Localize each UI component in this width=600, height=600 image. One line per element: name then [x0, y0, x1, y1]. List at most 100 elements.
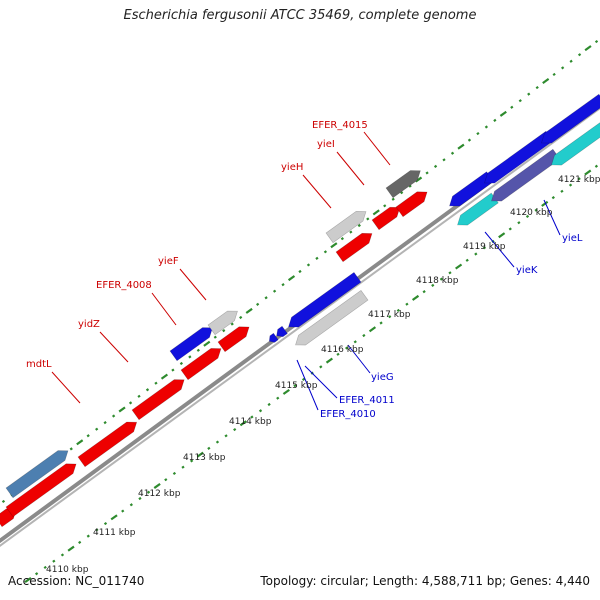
- gene-track: [0, 93, 600, 528]
- accession-label: Accession: NC_011740: [8, 574, 145, 588]
- inner-tick: [353, 340, 357, 344]
- outer-tick: [577, 53, 582, 57]
- outer-tick: [103, 421, 107, 425]
- leader-line: [347, 344, 371, 374]
- scale-label: 4115 kbp: [275, 381, 318, 391]
- outer-tick: [400, 191, 404, 195]
- outer-tick: [245, 307, 253, 314]
- scale-label: 4111 kbp: [93, 528, 136, 538]
- gene-arrow: [457, 192, 499, 226]
- outer-tick: [239, 315, 243, 320]
- outer-tick: [179, 361, 184, 366]
- gene-label: yidZ: [78, 319, 100, 330]
- outer-tick: [510, 105, 514, 109]
- outer-tick: [76, 439, 84, 446]
- inner-tick: [405, 302, 409, 306]
- outer-tick: [1, 499, 6, 504]
- outer-tick: [222, 329, 226, 333]
- scale-labels: 4110 kbp 4111 kbp 4112 kbp 4113 kbp 4114 kbp…: [46, 175, 600, 575]
- scale-label: 4117 kbp: [368, 310, 411, 320]
- outer-tick: [542, 77, 550, 84]
- inner-tick: [293, 384, 297, 388]
- inner-tick: [78, 540, 82, 544]
- gene-arrow: [551, 122, 600, 166]
- gene-label: mdtL: [26, 359, 52, 370]
- inner-tick: [455, 263, 463, 270]
- inner-tick: [121, 509, 125, 513]
- outer-tick: [256, 302, 260, 306]
- outer-tick: [118, 406, 126, 413]
- outer-tick: [287, 275, 296, 282]
- outer-tick: [298, 269, 302, 274]
- gene-label: EFER_4015: [312, 120, 368, 131]
- inner-tick: [181, 465, 185, 469]
- inner-tick: [551, 196, 555, 200]
- map-title: Escherichia fergusonii ATCC 35469, compl…: [123, 8, 477, 23]
- outer-tick: [128, 401, 133, 405]
- gene-arrow: [484, 130, 554, 184]
- outer-tick: [408, 184, 412, 188]
- inner-tick: [362, 333, 366, 338]
- outer-tick: [281, 283, 285, 287]
- outer-tick: [315, 256, 319, 260]
- inner-tick: [86, 534, 90, 538]
- outer-tick: [349, 230, 353, 234]
- inner-tick: [43, 565, 47, 570]
- backbone-lower: [0, 107, 600, 547]
- inner-tick: [129, 503, 133, 507]
- gene-arrow: [268, 332, 279, 343]
- outer-tick-track: [1, 39, 599, 504]
- outer-tick: [484, 125, 489, 129]
- inner-tick: [534, 208, 538, 212]
- inner-tick: [345, 346, 349, 350]
- gene-arrow: [449, 171, 495, 207]
- leader-line: [484, 231, 515, 268]
- inner-tick: [577, 177, 581, 181]
- gene-label: EFER_4008: [96, 280, 152, 291]
- outer-tick: [171, 368, 175, 372]
- outer-tick: [383, 204, 387, 208]
- scale-label: 4119 kbp: [463, 242, 506, 252]
- inner-tick: [276, 396, 280, 400]
- leader-line: [51, 371, 81, 404]
- gene-arrow: [5, 463, 77, 518]
- inner-tick: [153, 482, 161, 489]
- leader-line: [543, 199, 561, 236]
- outer-tick: [433, 164, 438, 168]
- leader-line: [296, 359, 319, 411]
- outer-tick: [203, 340, 211, 347]
- outer-tick: [561, 66, 565, 70]
- gene-label: yieL: [562, 233, 583, 244]
- outer-tick: [493, 118, 497, 122]
- inner-tick: [379, 321, 383, 325]
- gene-label: EFER_4011: [339, 395, 395, 406]
- outer-tick: [330, 242, 338, 249]
- gene-label: yieG: [371, 372, 394, 383]
- inner-tick: [594, 164, 599, 168]
- outer-tick: [499, 110, 507, 117]
- leader-line: [151, 292, 177, 326]
- outer-tick: [415, 176, 423, 183]
- inner-tick: [103, 521, 108, 526]
- gene-arrow: [295, 289, 369, 346]
- outer-tick: [196, 348, 200, 352]
- inner-tick: [439, 277, 443, 281]
- inner-tick: [325, 357, 333, 364]
- inner-tick: [541, 200, 549, 207]
- inner-tick: [560, 189, 564, 193]
- genome-summary: Topology: circular; Length: 4,588,711 bp…: [260, 574, 590, 588]
- gene-arrow: [385, 170, 421, 199]
- scale-label: 4120 kbp: [510, 208, 553, 218]
- inner-tick: [431, 283, 435, 287]
- inner-tick: [282, 388, 290, 395]
- inner-tick: [267, 402, 271, 407]
- inner-tick: [172, 471, 177, 476]
- outer-tick: [160, 373, 169, 380]
- inner-tick: [411, 294, 420, 301]
- inner-tick: [24, 577, 32, 583]
- outer-tick: [594, 39, 599, 44]
- gene-labels: mdtL yidZ EFER_4008 yieF yieH yieI EFER_4015 EF…: [26, 120, 583, 420]
- outer-tick: [306, 263, 311, 267]
- inner-tick: [465, 258, 469, 262]
